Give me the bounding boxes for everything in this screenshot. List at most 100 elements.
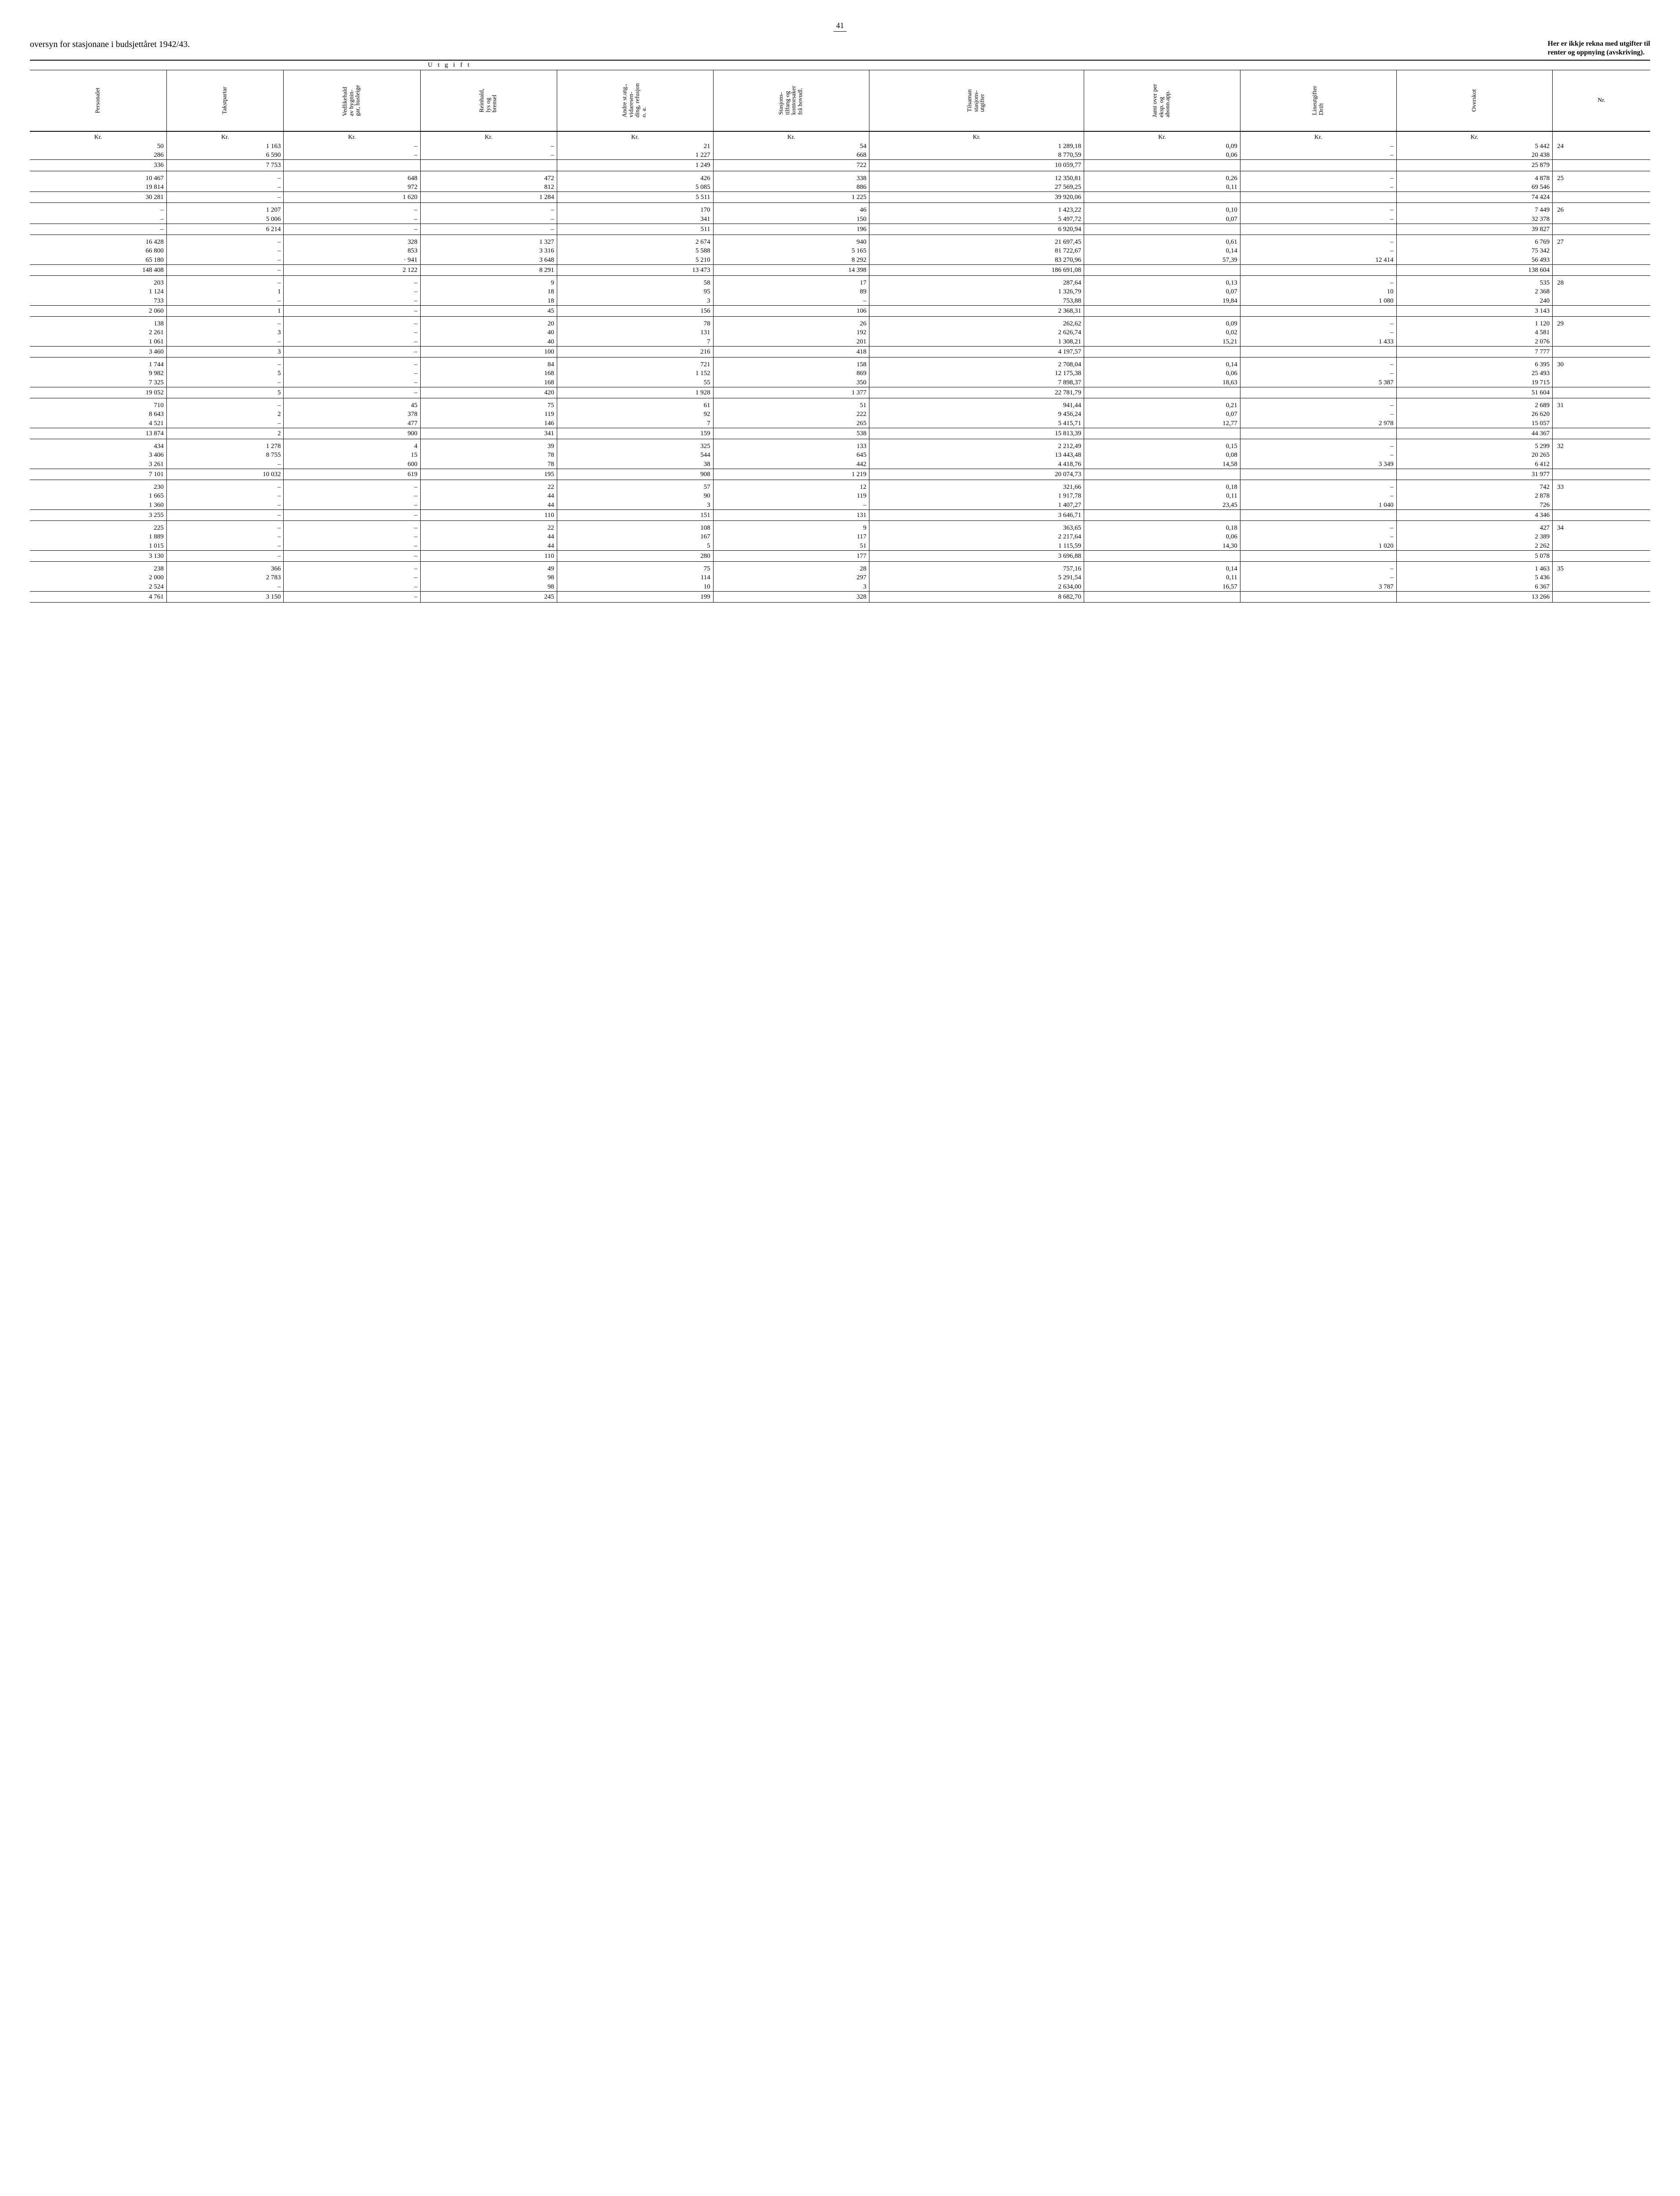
cell: 114 <box>557 573 713 582</box>
cell: 5 165 <box>713 246 869 255</box>
cell: 4 581 <box>1396 328 1553 337</box>
cell: 22 <box>420 480 557 492</box>
cell: 0,10 <box>1084 203 1240 215</box>
cell: 812 <box>420 183 557 192</box>
cell <box>1553 287 1650 296</box>
cell: 1 665 <box>30 491 166 500</box>
cell: 668 <box>713 151 869 160</box>
sum-cell: 4 761 <box>30 591 166 602</box>
sum-cell: 3 <box>166 346 284 357</box>
cell: 119 <box>713 491 869 500</box>
cell: – <box>1240 276 1396 288</box>
cell: 5 210 <box>557 256 713 265</box>
cell: 0,14 <box>1084 562 1240 574</box>
cell: 5 291,54 <box>869 573 1084 582</box>
sum-cell: 341 <box>420 428 557 439</box>
cell: 13 443,48 <box>869 451 1084 459</box>
cell: – <box>284 328 420 337</box>
sum-cell <box>1240 550 1396 561</box>
sum-cell: 5 511 <box>557 192 713 203</box>
sum-cell: 10 059,77 <box>869 160 1084 171</box>
cell: – <box>420 151 557 160</box>
sum-cell: 722 <box>713 160 869 171</box>
sum-cell: 1 <box>166 305 284 316</box>
cell: 1 326,79 <box>869 287 1084 296</box>
cell: 1 278 <box>166 439 284 451</box>
cell: 2 <box>166 410 284 419</box>
sum-cell: – <box>166 509 284 520</box>
cell: 940 <box>713 235 869 247</box>
sum-cell: 1 219 <box>713 469 869 480</box>
sum-cell: 3 143 <box>1396 305 1553 316</box>
cell: 0,18 <box>1084 480 1240 492</box>
cell: – <box>166 358 284 369</box>
unit-cell: Kr. <box>284 131 420 142</box>
cell: 69 546 <box>1396 183 1553 192</box>
cell <box>1553 296 1650 306</box>
table-row: 1 889––441671172 217,640,06–2 389 <box>30 532 1650 541</box>
sum-cell <box>1084 160 1240 171</box>
cell: 5 <box>166 369 284 378</box>
sum-row: 3 130––1102801773 696,885 078 <box>30 550 1650 561</box>
sum-cell: 1 928 <box>557 387 713 398</box>
cell: 6 395 <box>1396 358 1553 369</box>
sum-cell: – <box>284 591 420 602</box>
cell: 2 524 <box>30 582 166 592</box>
sum-cell: 156 <box>557 305 713 316</box>
cell: 39 <box>420 439 557 451</box>
sum-row: 148 408–2 1228 29113 47314 398186 691,08… <box>30 264 1650 275</box>
sum-cell <box>1084 550 1240 561</box>
sum-row: 13 874290034115953815 813,3944 367 <box>30 428 1650 439</box>
sum-cell: 1 377 <box>713 387 869 398</box>
cell: 6 367 <box>1396 582 1553 592</box>
sum-cell: 908 <box>557 469 713 480</box>
cell: 442 <box>713 460 869 469</box>
cell: – <box>284 582 420 592</box>
cell: 0,09 <box>1084 142 1240 151</box>
cell: – <box>166 183 284 192</box>
cell: 1 917,78 <box>869 491 1084 500</box>
cell: 0,06 <box>1084 151 1240 160</box>
cell <box>1553 256 1650 265</box>
sum-cell <box>1553 591 1650 602</box>
cell: 32 378 <box>1396 215 1553 224</box>
sum-row: 19 0525–4201 9281 37722 781,7951 604 <box>30 387 1650 398</box>
cell: – <box>166 491 284 500</box>
cell: 1 020 <box>1240 542 1396 551</box>
sum-cell: – <box>284 305 420 316</box>
cell <box>1553 573 1650 582</box>
cell: 7 <box>557 419 713 428</box>
cell: 23,45 <box>1084 501 1240 510</box>
cell: 20 438 <box>1396 151 1553 160</box>
cell: 853 <box>284 246 420 255</box>
cell: 25 493 <box>1396 369 1553 378</box>
cell: – <box>166 276 284 288</box>
cell: 3 <box>557 296 713 306</box>
cell: – <box>1240 573 1396 582</box>
sum-cell <box>1553 509 1650 520</box>
cell <box>1553 378 1650 387</box>
sum-cell: 8 682,70 <box>869 591 1084 602</box>
cell: – <box>284 573 420 582</box>
cell: 3 787 <box>1240 582 1396 592</box>
cell: – <box>284 532 420 541</box>
cell: 427 <box>1396 521 1553 533</box>
cell: 5 387 <box>1240 378 1396 387</box>
sum-cell: 2 060 <box>30 305 166 316</box>
cell: 1 080 <box>1240 296 1396 306</box>
cell: 131 <box>557 328 713 337</box>
cell: 65 180 <box>30 256 166 265</box>
cell: 78 <box>557 317 713 329</box>
cell: – <box>284 151 420 160</box>
cell: 49 <box>420 562 557 574</box>
sum-cell: 420 <box>420 387 557 398</box>
sum-cell <box>1084 305 1240 316</box>
table-row: 7 325––168553507 898,3718,635 38719 715 <box>30 378 1650 387</box>
cell: – <box>166 501 284 510</box>
cell: 3 406 <box>30 451 166 459</box>
col-tilsaman: Tilsaman stasjons- utgifter <box>869 70 1084 132</box>
cell: 19 715 <box>1396 378 1553 387</box>
cell: 8 755 <box>166 451 284 459</box>
sum-cell <box>1553 346 1650 357</box>
cell: – <box>284 369 420 378</box>
